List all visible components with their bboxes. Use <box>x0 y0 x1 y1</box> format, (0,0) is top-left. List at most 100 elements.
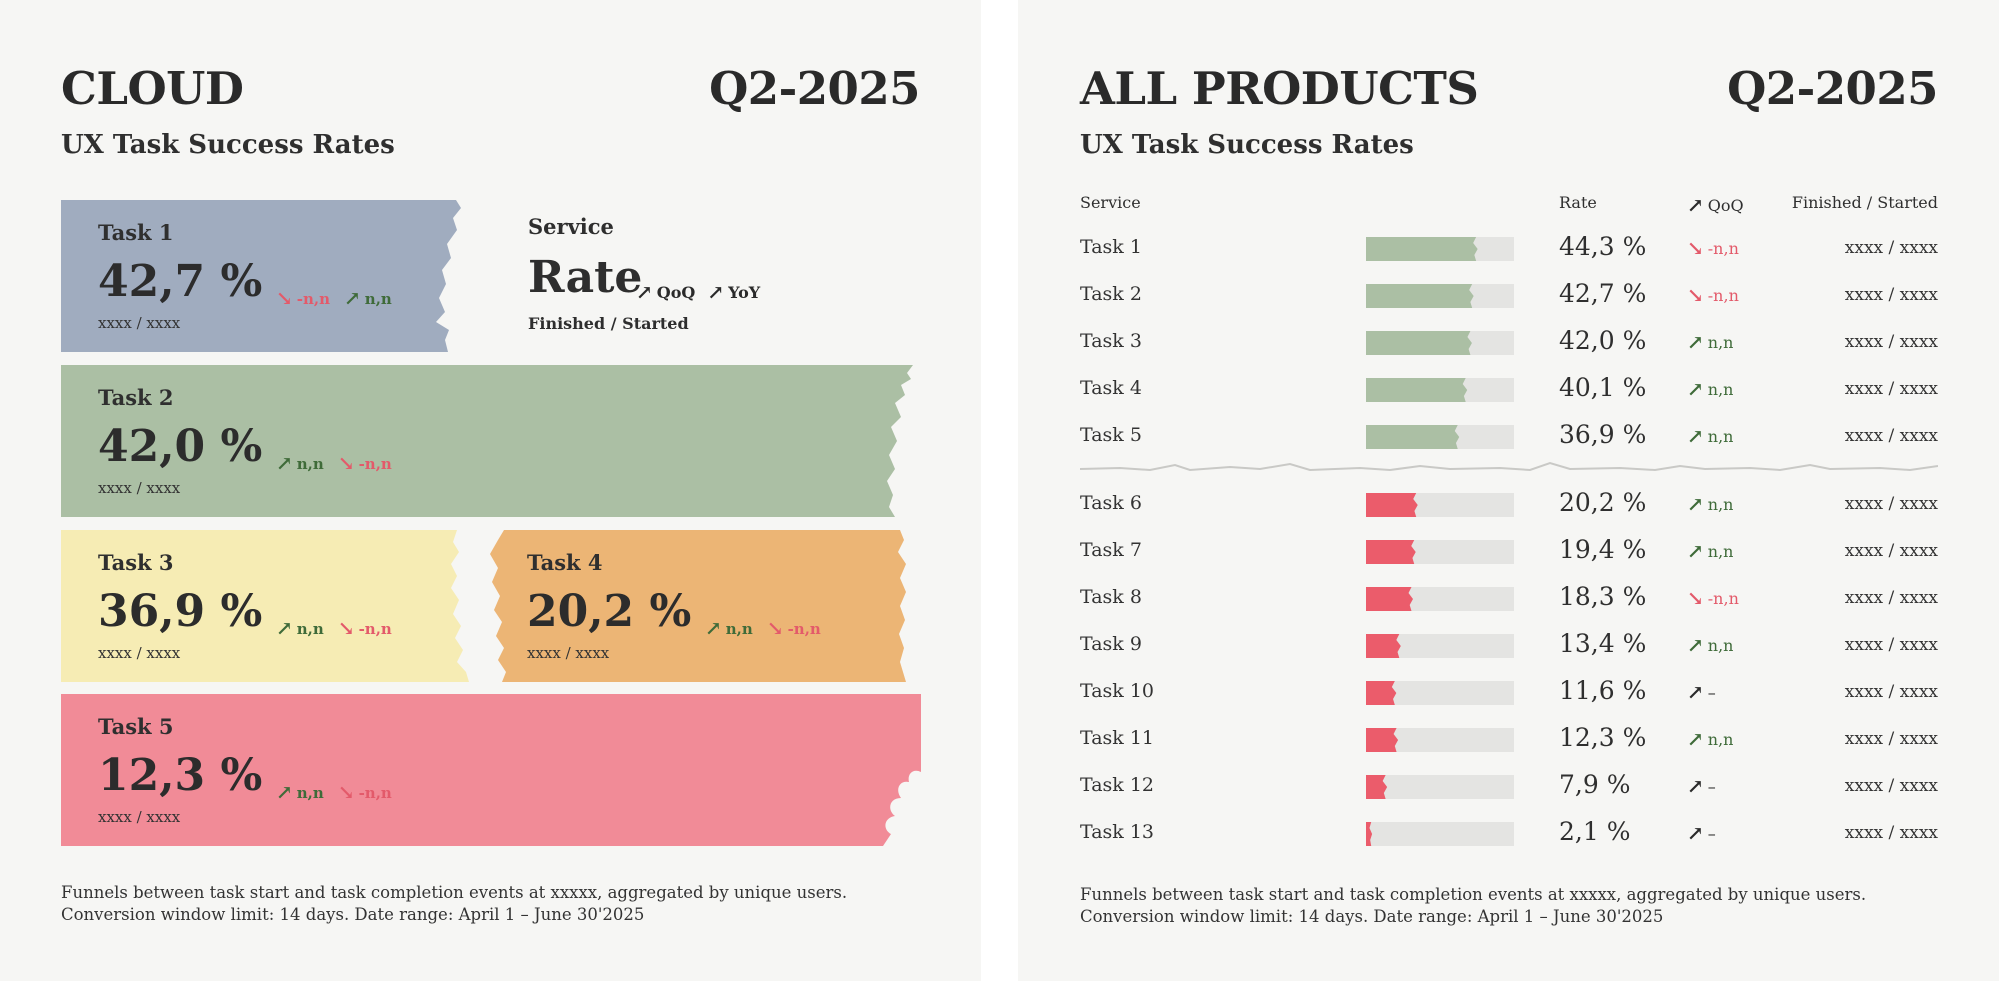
all-products-title: ALL PRODUCTS <box>1080 62 1479 115</box>
card-bg <box>61 530 469 682</box>
card-finished-started: xxxx / xxxx <box>98 808 181 826</box>
row-rate-value: 36,9 % <box>1559 420 1647 449</box>
table-row: Task 9 13,4 % ↗ n,n xxxx / xxxx <box>1080 625 1938 665</box>
card-shape <box>490 530 906 682</box>
cloud-footnote: Funnels between task start and task comp… <box>61 883 848 924</box>
row-qoq-trend: ↗ n,n <box>1687 727 1733 751</box>
card-rate-value: 20,2 % <box>527 586 692 637</box>
cloud-subtitle: UX Task Success Rates <box>61 130 395 160</box>
arrow-down-right-icon: ↘ <box>1687 236 1704 260</box>
table-row: Task 6 20,2 % ↗ n,n xxxx / xxxx <box>1080 484 1938 524</box>
row-qoq-trend: ↗ – <box>1687 774 1716 798</box>
bar-fill <box>1366 681 1397 705</box>
arrow-up-right-icon: ↗ <box>1687 539 1704 563</box>
task-card: Task 2 42,0 % ↗ n,n ↘ -n,n xxxx / xxxx <box>61 365 913 517</box>
row-task-label: Task 7 <box>1080 539 1142 561</box>
row-trend-text: n,n <box>1707 333 1734 352</box>
row-rate-value: 42,7 % <box>1559 279 1647 308</box>
card-rate-value: 42,0 % <box>98 421 263 472</box>
table-row: Task 12 7,9 % ↗ – xxxx / xxxx <box>1080 766 1938 806</box>
row-bar <box>1366 237 1514 261</box>
row-bar <box>1366 822 1514 846</box>
row-rate-value: 7,9 % <box>1559 770 1631 799</box>
task-card: Task 3 36,9 % ↗ n,n ↘ -n,n xxxx / xxxx <box>61 530 471 682</box>
row-trend-text: – <box>1707 683 1716 702</box>
card-shape <box>61 694 921 846</box>
table-row: Task 8 18,3 % ↘ -n,n xxxx / xxxx <box>1080 578 1938 618</box>
row-trend-text: n,n <box>1707 730 1734 749</box>
card-trends: ↗ n,n ↘ -n,n <box>705 616 835 640</box>
all-products-period: Q2-2025 <box>1727 62 1938 115</box>
row-finished-started: xxxx / xxxx <box>1844 238 1938 258</box>
card-qoq-trend: ↗ n,n <box>276 451 324 475</box>
row-qoq-trend: ↘ -n,n <box>1687 283 1739 307</box>
arrow-down-right-icon: ↘ <box>1687 283 1704 307</box>
row-task-label: Task 13 <box>1080 821 1155 843</box>
header-rate: Rate <box>1559 193 1597 212</box>
row-bar <box>1366 284 1514 308</box>
row-finished-started: xxxx / xxxx <box>1844 285 1938 305</box>
row-finished-started: xxxx / xxxx <box>1844 635 1938 655</box>
row-rate-value: 44,3 % <box>1559 232 1647 261</box>
cloud-title: CLOUD <box>61 62 244 115</box>
card-rate-value: 12,3 % <box>98 750 263 801</box>
row-bar <box>1366 493 1514 517</box>
card-bg <box>490 530 906 682</box>
all-products-subtitle: UX Task Success Rates <box>1080 130 1414 160</box>
row-finished-started: xxxx / xxxx <box>1844 426 1938 446</box>
row-rate-value: 20,2 % <box>1559 488 1647 517</box>
card-trends: ↗ n,n ↘ -n,n <box>276 451 406 475</box>
arrow-down-right-icon: ↘ <box>276 286 293 310</box>
row-bar <box>1366 587 1514 611</box>
arrow-up-right-icon: ↗ <box>1687 821 1704 845</box>
bar-fill <box>1366 728 1399 752</box>
row-task-label: Task 10 <box>1080 680 1155 702</box>
arrow-up-right-icon: ↗ <box>1687 193 1704 217</box>
arrow-up-right-icon: ↗ <box>1687 633 1704 657</box>
arrow-up-right-icon: ↗ <box>276 451 293 475</box>
row-task-label: Task 5 <box>1080 424 1142 446</box>
card-shape <box>61 530 469 682</box>
row-bar <box>1366 775 1514 799</box>
bar-fill <box>1366 493 1418 517</box>
threshold-divider <box>1080 461 1938 472</box>
row-trend-text: -n,n <box>1707 589 1739 608</box>
card-qoq-text: n,n <box>296 784 324 802</box>
bar-fill <box>1366 425 1460 449</box>
card-yoy-text: -n,n <box>358 620 392 638</box>
card-task-label: Task 5 <box>98 714 174 739</box>
arrow-down-right-icon: ↘ <box>337 780 355 804</box>
row-qoq-trend: ↗ – <box>1687 680 1716 704</box>
table-row: Task 5 36,9 % ↗ n,n xxxx / xxxx <box>1080 416 1938 456</box>
row-rate-value: 40,1 % <box>1559 373 1647 402</box>
row-task-label: Task 12 <box>1080 774 1155 796</box>
row-trend-text: – <box>1707 777 1716 796</box>
card-yoy-text: -n,n <box>358 784 392 802</box>
legend-finished-started: Finished / Started <box>528 314 689 333</box>
row-task-label: Task 6 <box>1080 492 1142 514</box>
row-task-label: Task 9 <box>1080 633 1142 655</box>
row-trend-text: n,n <box>1707 380 1734 399</box>
row-finished-started: xxxx / xxxx <box>1844 541 1938 561</box>
card-qoq-text: n,n <box>296 455 324 473</box>
arrow-down-right-icon: ↘ <box>337 616 355 640</box>
row-finished-started: xxxx / xxxx <box>1844 729 1938 749</box>
arrow-up-right-icon: ↗ <box>636 280 653 304</box>
bar-fill <box>1366 237 1478 261</box>
card-qoq-trend: ↗ n,n <box>276 616 324 640</box>
row-finished-started: xxxx / xxxx <box>1844 588 1938 608</box>
row-bar <box>1366 634 1514 658</box>
bar-fill <box>1366 284 1474 308</box>
arrow-up-right-icon: ↗ <box>1687 727 1704 751</box>
table-row: Task 13 2,1 % ↗ – xxxx / xxxx <box>1080 813 1938 853</box>
card-yoy-text: -n,n <box>787 620 821 638</box>
task-card: Task 1 42,7 % ↘ -n,n ↗ n,n xxxx / xxxx <box>61 200 461 352</box>
row-rate-value: 2,1 % <box>1559 817 1631 846</box>
row-trend-text: n,n <box>1707 636 1734 655</box>
card-trends: ↘ -n,n ↗ n,n <box>276 286 406 310</box>
row-finished-started: xxxx / xxxx <box>1844 776 1938 796</box>
legend-trends: ↗ QoQ ↗ YoY <box>636 280 772 304</box>
arrow-up-right-icon: ↗ <box>276 616 293 640</box>
bar-fill <box>1366 540 1416 564</box>
row-trend-text: – <box>1707 824 1716 843</box>
